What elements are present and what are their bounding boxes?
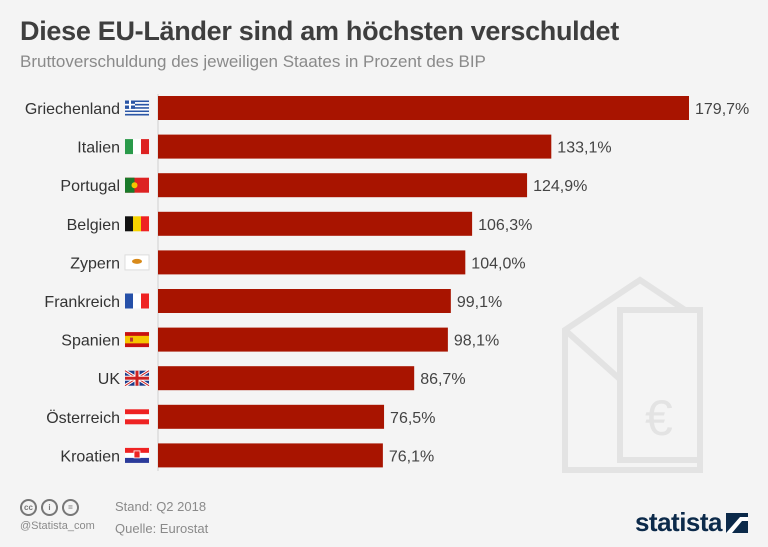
portugal-flag-icon xyxy=(125,177,149,193)
value-label: 86,7% xyxy=(420,371,465,388)
svg-text:€: € xyxy=(645,390,673,446)
category-label: Italien xyxy=(77,140,120,157)
value-label: 133,1% xyxy=(557,140,611,157)
envelope-euro-icon: € xyxy=(562,276,703,473)
category-label: Griechenland xyxy=(25,101,120,118)
value-label: 76,1% xyxy=(389,448,434,465)
cyprus-flag-icon xyxy=(124,254,150,271)
value-label: 98,1% xyxy=(454,333,499,350)
logo-text: statista xyxy=(634,507,723,537)
value-label: 124,9% xyxy=(533,178,587,195)
austria-flag-icon xyxy=(125,409,149,425)
chart-title: Diese EU-Länder sind am höchsten verschu… xyxy=(20,16,619,46)
bar-belgien xyxy=(158,211,473,236)
stand-text: Stand: Q2 2018 xyxy=(115,499,207,514)
croatia-flag-icon xyxy=(125,447,149,463)
category-label: Spanien xyxy=(61,333,120,350)
france-flag-icon xyxy=(125,293,149,309)
bar-zypern xyxy=(158,250,466,275)
category-label: Zypern xyxy=(70,255,120,272)
uk-flag-icon xyxy=(124,369,150,387)
bar-kroatien xyxy=(158,443,383,468)
bar-uk xyxy=(158,366,415,391)
value-label: 106,3% xyxy=(478,217,532,234)
category-label: Kroatien xyxy=(60,448,120,465)
statista-logo[interactable]: statista xyxy=(635,507,748,538)
cc-icon: cc xyxy=(20,499,37,516)
twitter-handle[interactable]: @Statista_com xyxy=(20,520,95,532)
belgium-flag-icon xyxy=(125,216,149,232)
attribution-icon: i xyxy=(41,499,58,516)
bar-österreich xyxy=(158,404,385,429)
bar-griechenland xyxy=(158,96,689,120)
statista-logo-icon xyxy=(726,512,748,533)
chart-subtitle: Bruttoverschuldung des jeweiligen Staate… xyxy=(20,52,486,71)
italy-flag-icon xyxy=(125,139,149,155)
source-text[interactable]: Quelle: Eurostat xyxy=(115,521,209,536)
category-label: UK xyxy=(98,371,121,388)
category-label: Belgien xyxy=(67,217,120,234)
value-label: 76,5% xyxy=(390,410,435,427)
value-label: 104,0% xyxy=(471,255,525,272)
bar-portugal xyxy=(158,173,528,198)
category-label: Frankreich xyxy=(44,294,120,311)
bar-frankreich xyxy=(158,289,451,313)
category-label: Portugal xyxy=(60,178,120,195)
bar-italien xyxy=(158,134,552,159)
spain-flag-icon xyxy=(125,332,149,348)
greece-flag-icon xyxy=(125,100,149,116)
category-label: Österreich xyxy=(46,409,120,427)
bar-spanien xyxy=(158,327,448,352)
value-label: 179,7% xyxy=(695,101,749,118)
no-derivatives-icon: = xyxy=(62,499,79,516)
cc-license-icons[interactable]: cc i = xyxy=(20,499,79,516)
value-label: 99,1% xyxy=(457,294,502,311)
